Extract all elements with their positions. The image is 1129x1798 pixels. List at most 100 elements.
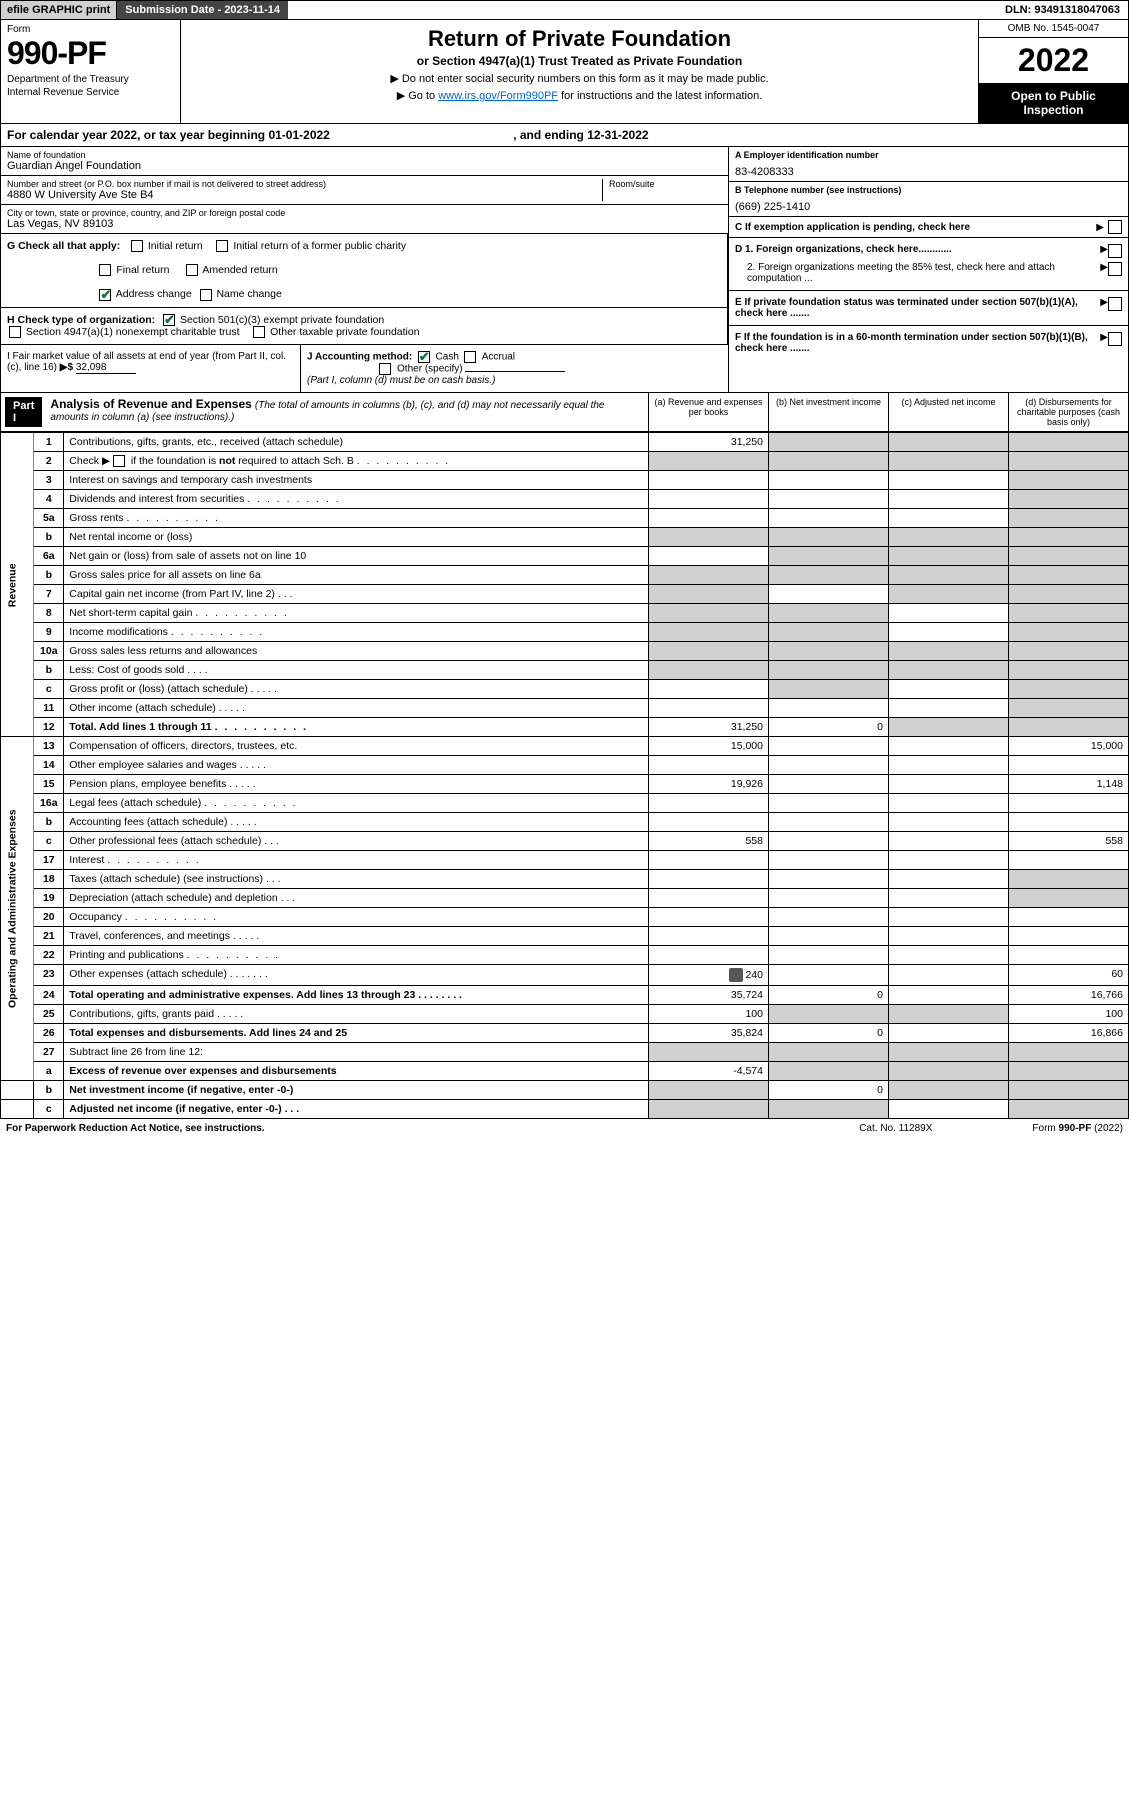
dln-label: DLN: 93491318047063	[997, 1, 1128, 19]
table-row: bAccounting fees (attach schedule) . . .…	[1, 813, 1129, 832]
table-row: 18Taxes (attach schedule) (see instructi…	[1, 870, 1129, 889]
section-i: I Fair market value of all assets at end…	[1, 345, 301, 392]
foreign-85-checkbox[interactable]	[1108, 262, 1122, 276]
table-row: 5aGross rents	[1, 509, 1129, 528]
city-cell: City or town, state or province, country…	[1, 205, 728, 234]
table-row: 25Contributions, gifts, grants paid . . …	[1, 1005, 1129, 1024]
accrual-checkbox[interactable]	[464, 351, 476, 363]
instruction-1: ▶ Do not enter social security numbers o…	[187, 72, 972, 85]
section-f: F If the foundation is in a 60-month ter…	[729, 326, 1128, 360]
section-i-j: I Fair market value of all assets at end…	[1, 344, 728, 392]
exemption-pending-checkbox[interactable]	[1108, 220, 1122, 234]
tax-year: 2022	[979, 38, 1128, 83]
table-row: 26Total expenses and disbursements. Add …	[1, 1024, 1129, 1043]
header-center: Return of Private Foundation or Section …	[181, 20, 978, 123]
table-row: 22Printing and publications	[1, 946, 1129, 965]
table-row: 21Travel, conferences, and meetings . . …	[1, 927, 1129, 946]
initial-return-checkbox[interactable]	[131, 240, 143, 252]
table-row: 4Dividends and interest from securities	[1, 490, 1129, 509]
table-row: 17Interest	[1, 851, 1129, 870]
table-row: 23Other expenses (attach schedule) . . .…	[1, 965, 1129, 986]
form-subtitle: or Section 4947(a)(1) Trust Treated as P…	[187, 54, 972, 68]
analysis-table: Revenue 1Contributions, gifts, grants, e…	[0, 432, 1129, 1119]
section-g: G Check all that apply: Initial return I…	[1, 234, 727, 307]
table-row: Operating and Administrative Expenses 13…	[1, 737, 1129, 756]
calendar-year-row: For calendar year 2022, or tax year begi…	[0, 124, 1129, 147]
efile-label: efile GRAPHIC print	[1, 1, 117, 19]
foundation-name-cell: Name of foundation Guardian Angel Founda…	[1, 147, 728, 176]
table-row: bLess: Cost of goods sold . . . .	[1, 661, 1129, 680]
phone-cell: B Telephone number (see instructions) (6…	[729, 182, 1128, 217]
form-title: Return of Private Foundation	[187, 26, 972, 52]
table-row: cOther professional fees (attach schedul…	[1, 832, 1129, 851]
table-row: 27Subtract line 26 from line 12:	[1, 1043, 1129, 1062]
form-number: 990-PF	[7, 35, 174, 72]
table-row: 9Income modifications	[1, 623, 1129, 642]
table-row: aExcess of revenue over expenses and dis…	[1, 1062, 1129, 1081]
table-row: 24Total operating and administrative exp…	[1, 986, 1129, 1005]
other-method-checkbox[interactable]	[379, 363, 391, 375]
table-row: 11Other income (attach schedule) . . . .…	[1, 699, 1129, 718]
table-row: 15Pension plans, employee benefits . . .…	[1, 775, 1129, 794]
form-label: Form	[7, 24, 174, 35]
address-change-checkbox[interactable]	[99, 289, 111, 301]
form-footer-id: Form 990-PF (2022)	[1032, 1123, 1123, 1134]
section-e: E If private foundation status was termi…	[729, 291, 1128, 326]
part-1-title: Analysis of Revenue and Expenses	[50, 397, 251, 411]
section-d: D 1. Foreign organizations, check here..…	[729, 238, 1128, 291]
address-cell: Number and street (or P.O. box number if…	[1, 176, 728, 205]
instruction-2: ▶ Go to www.irs.gov/Form990PF for instru…	[187, 89, 972, 102]
table-row: 8Net short-term capital gain	[1, 604, 1129, 623]
col-d-header: (d) Disbursements for charitable purpose…	[1008, 393, 1128, 431]
dept-treasury: Department of the Treasury	[7, 74, 174, 85]
table-row: 14Other employee salaries and wages . . …	[1, 756, 1129, 775]
irs-link[interactable]: www.irs.gov/Form990PF	[438, 90, 558, 102]
part-1-header-row: Part I Analysis of Revenue and Expenses …	[0, 393, 1129, 432]
cash-checkbox[interactable]	[418, 351, 430, 363]
form-header: Form 990-PF Department of the Treasury I…	[0, 20, 1129, 124]
table-row: 2Check ▶ if the foundation is not requir…	[1, 452, 1129, 471]
col-b-header: (b) Net investment income	[768, 393, 888, 431]
table-row: 12Total. Add lines 1 through 11 31,2500	[1, 718, 1129, 737]
status-terminated-checkbox[interactable]	[1108, 297, 1122, 311]
foreign-org-checkbox[interactable]	[1108, 244, 1122, 258]
table-row: 10aGross sales less returns and allowanc…	[1, 642, 1129, 661]
table-row: cAdjusted net income (if negative, enter…	[1, 1100, 1129, 1119]
expenses-side-label: Operating and Administrative Expenses	[1, 737, 34, 1081]
sch-b-checkbox[interactable]	[113, 455, 125, 467]
table-row: bGross sales price for all assets on lin…	[1, 566, 1129, 585]
section-g-h: G Check all that apply: Initial return I…	[1, 234, 728, 344]
name-change-checkbox[interactable]	[200, 289, 212, 301]
table-row: bNet investment income (if negative, ent…	[1, 1081, 1129, 1100]
open-public-badge: Open to Public Inspection	[979, 83, 1128, 123]
page-footer: For Paperwork Reduction Act Notice, see …	[0, 1119, 1129, 1138]
table-row: cGross profit or (loss) (attach schedule…	[1, 680, 1129, 699]
section-j: J Accounting method: Cash Accrual Other …	[301, 345, 728, 392]
dept-irs: Internal Revenue Service	[7, 87, 174, 98]
col-c-header: (c) Adjusted net income	[888, 393, 1008, 431]
col-a-header: (a) Revenue and expenses per books	[648, 393, 768, 431]
other-taxable-checkbox[interactable]	[253, 326, 265, 338]
omb-number: OMB No. 1545-0047	[979, 20, 1128, 38]
4947-checkbox[interactable]	[9, 326, 21, 338]
501c3-checkbox[interactable]	[163, 314, 175, 326]
amended-return-checkbox[interactable]	[186, 264, 198, 276]
foundation-info: Name of foundation Guardian Angel Founda…	[0, 147, 1129, 393]
table-row: bNet rental income or (loss)	[1, 528, 1129, 547]
header-left: Form 990-PF Department of the Treasury I…	[1, 20, 181, 123]
attachment-icon[interactable]	[729, 968, 743, 982]
catalog-number: Cat. No. 11289X	[859, 1123, 932, 1134]
table-row: 19Depreciation (attach schedule) and dep…	[1, 889, 1129, 908]
info-right-column: A Employer identification number 83-4208…	[728, 147, 1128, 392]
section-c: C If exemption application is pending, c…	[729, 217, 1128, 238]
final-return-checkbox[interactable]	[99, 264, 111, 276]
header-right: OMB No. 1545-0047 2022 Open to Public In…	[978, 20, 1128, 123]
table-row: Revenue 1Contributions, gifts, grants, e…	[1, 433, 1129, 452]
initial-former-checkbox[interactable]	[216, 240, 228, 252]
section-h: H Check type of organization: Section 50…	[1, 307, 727, 344]
60-month-checkbox[interactable]	[1108, 332, 1122, 346]
table-row: 16aLegal fees (attach schedule)	[1, 794, 1129, 813]
part-1-badge: Part I	[5, 397, 42, 427]
revenue-side-label: Revenue	[1, 433, 34, 737]
table-row: 6aNet gain or (loss) from sale of assets…	[1, 547, 1129, 566]
